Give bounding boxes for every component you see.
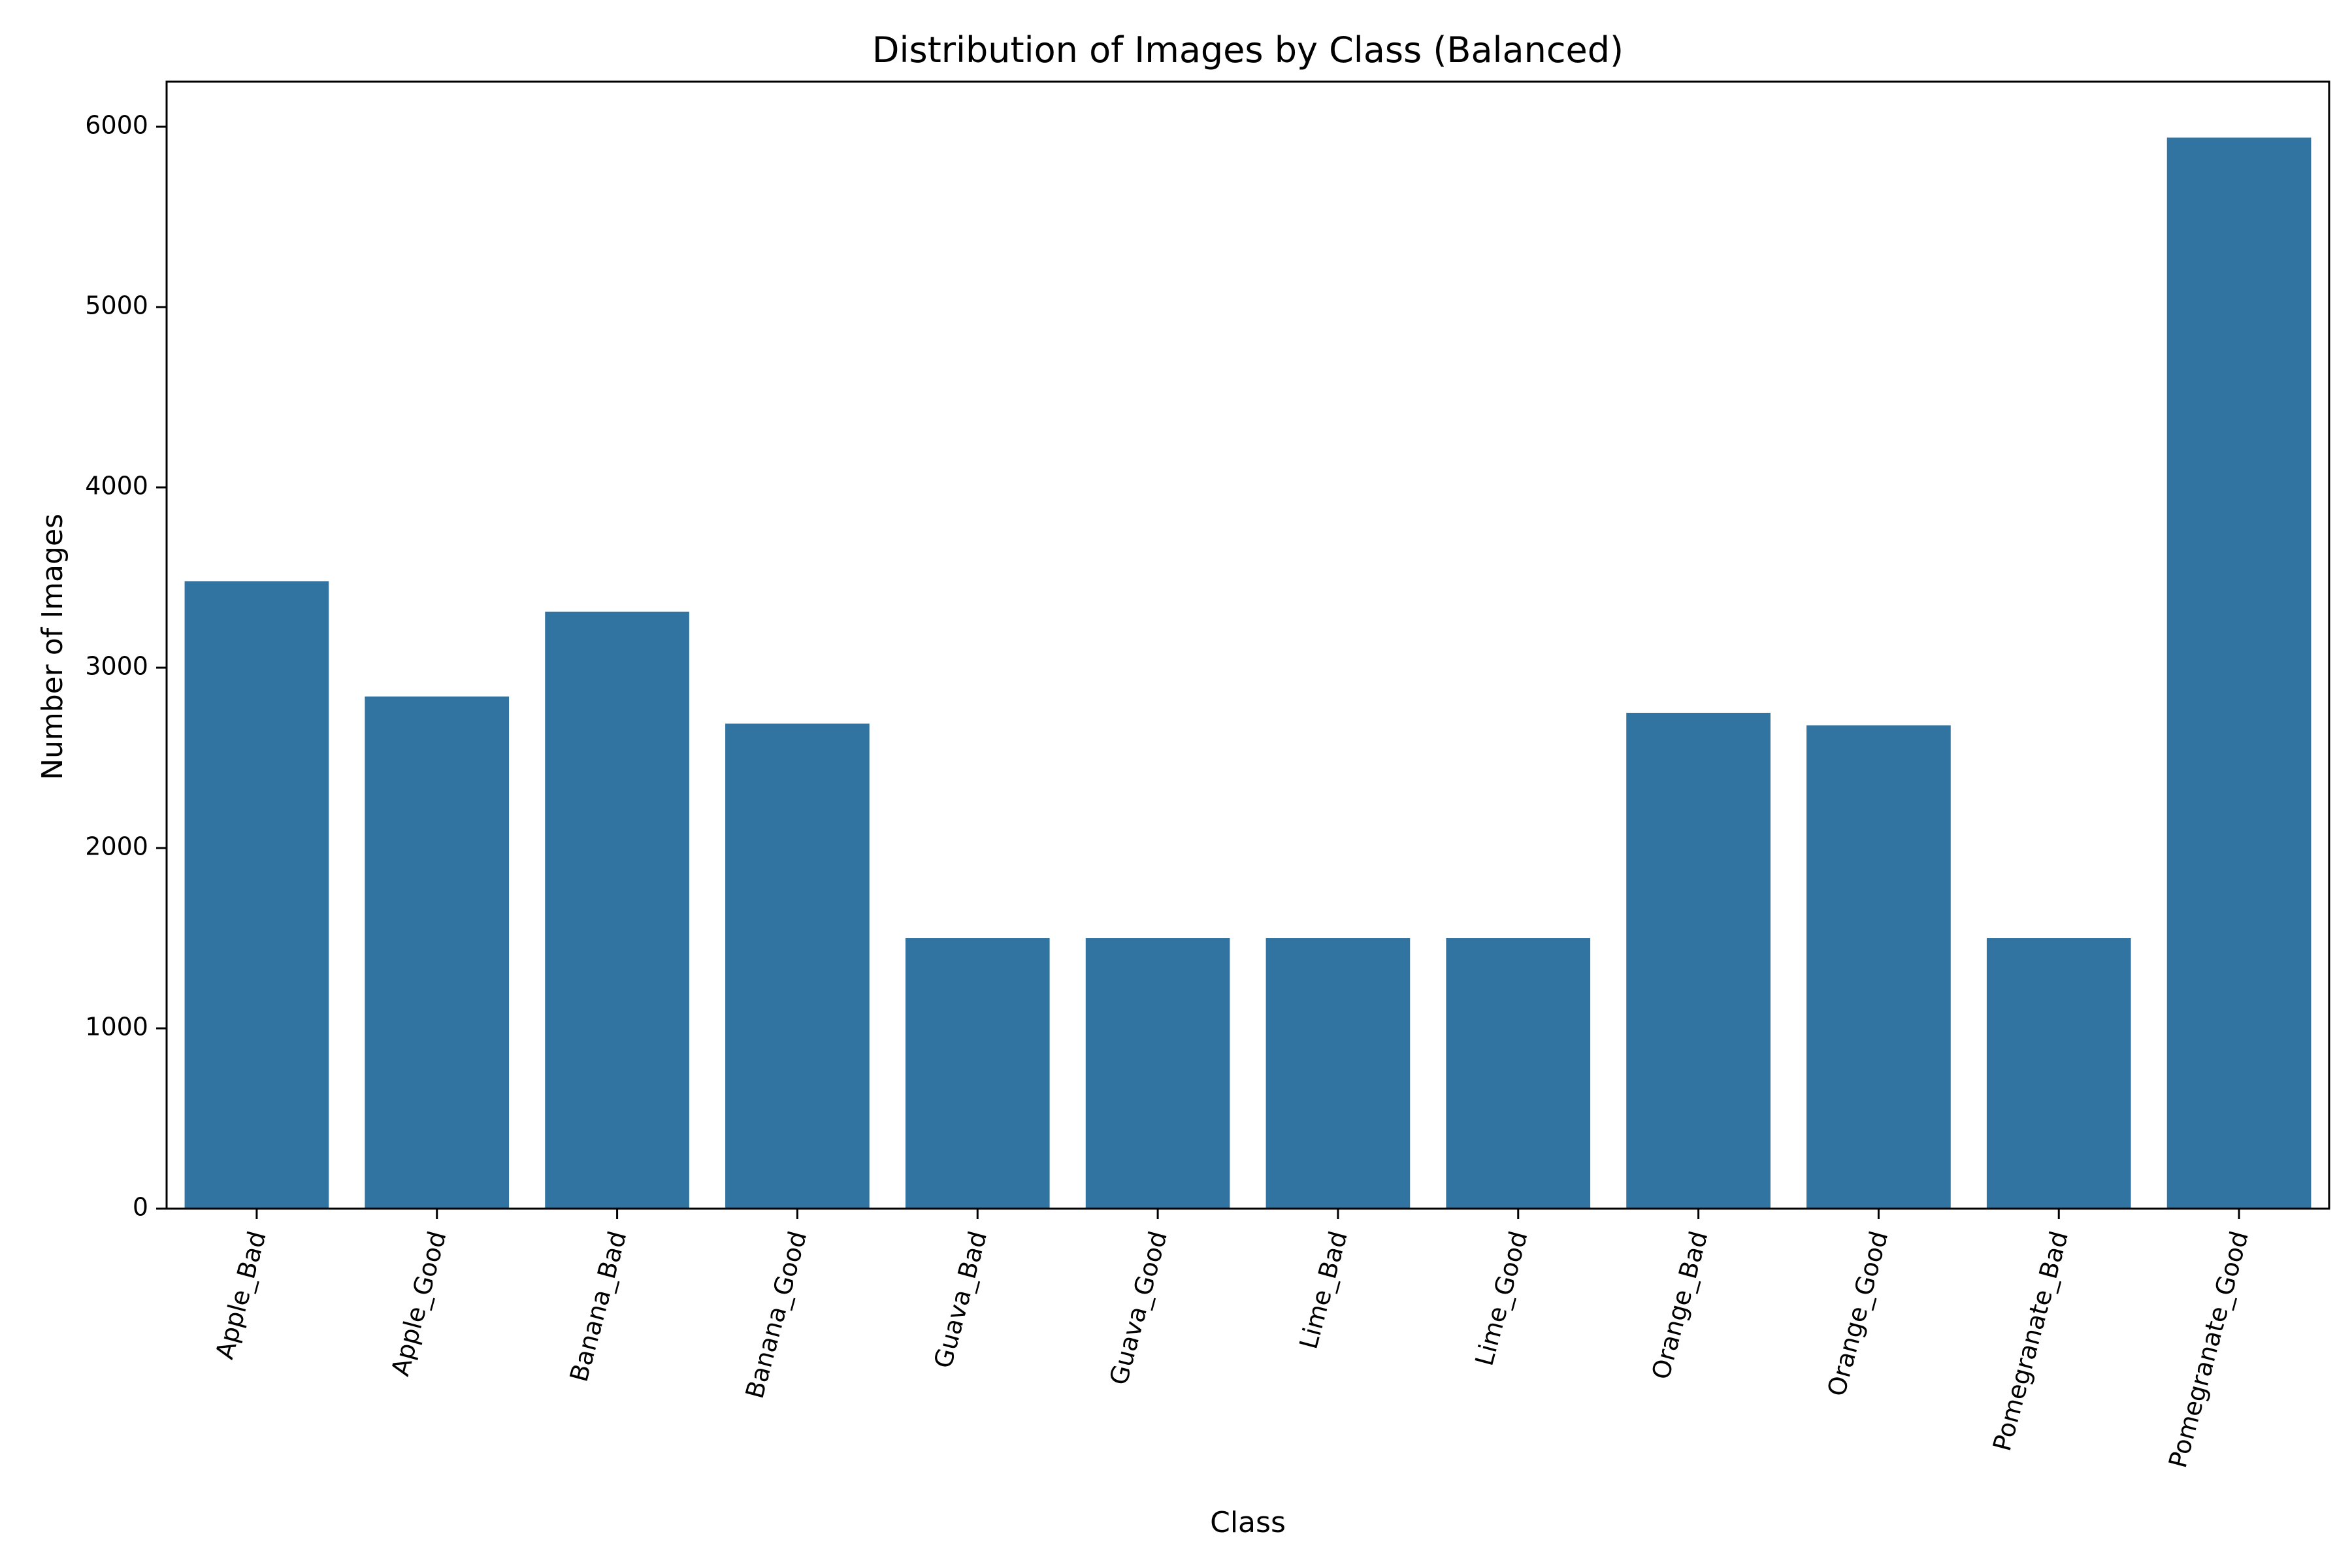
x-tick-label: Orange_Good [1822,1228,1894,1399]
x-tick-label: Apple_Good [385,1228,451,1379]
x-tick-label: Guava_Good [1104,1228,1173,1388]
y-axis-ticks: 0 1000 2000 3000 4000 5000 6000 [85,111,167,1222]
bar-guava-good [1085,938,1230,1209]
x-tick-label: Apple_Bad [210,1228,271,1362]
bars-layer [184,137,2311,1209]
x-tick-label: Pomegranate_Good [2163,1228,2254,1471]
bar-apple-bad [184,581,329,1209]
plot-frame [165,80,2330,1210]
y-axis-title: Number of Images [36,514,69,780]
x-tick-label: Banana_Bad [564,1228,632,1385]
bar-pomegranate-good [2166,137,2311,1209]
y-tick-label: 3000 [85,652,148,681]
bar-banana-good [725,723,870,1209]
y-tick-label: 1000 [85,1013,148,1041]
bar-lime-good [1446,938,1591,1209]
bar-orange-bad [1626,713,1771,1209]
bar-pomegranate-bad [1986,938,2131,1209]
x-tick-label: Lime_Bad [1294,1228,1352,1352]
bar-banana-bad [545,612,689,1209]
x-tick-label: Lime_Good [1469,1228,1533,1369]
chart-title: Distribution of Images by Class (Balance… [872,29,1624,71]
y-tick-label: 2000 [85,832,148,861]
bar-lime-bad [1266,938,1411,1209]
x-tick-label: Banana_Good [740,1228,813,1402]
y-tick-label: 5000 [85,291,148,320]
x-axis-title: Class [1210,1506,1286,1539]
x-tick-label: Pomegranate_Bad [1987,1228,2074,1454]
x-axis-ticks: Apple_Bad Apple_Good Banana_Bad Banana_Good… [210,1209,2254,1471]
x-tick-label: Orange_Bad [1646,1228,1714,1382]
bar-orange-good [1806,725,1951,1209]
bar-apple-good [365,696,510,1209]
y-tick-label: 6000 [85,111,148,140]
y-tick-label: 4000 [85,472,148,500]
x-tick-label: Guava_Bad [928,1228,992,1371]
y-tick-label: 0 [133,1193,148,1222]
bar-guava-bad [905,938,1050,1209]
